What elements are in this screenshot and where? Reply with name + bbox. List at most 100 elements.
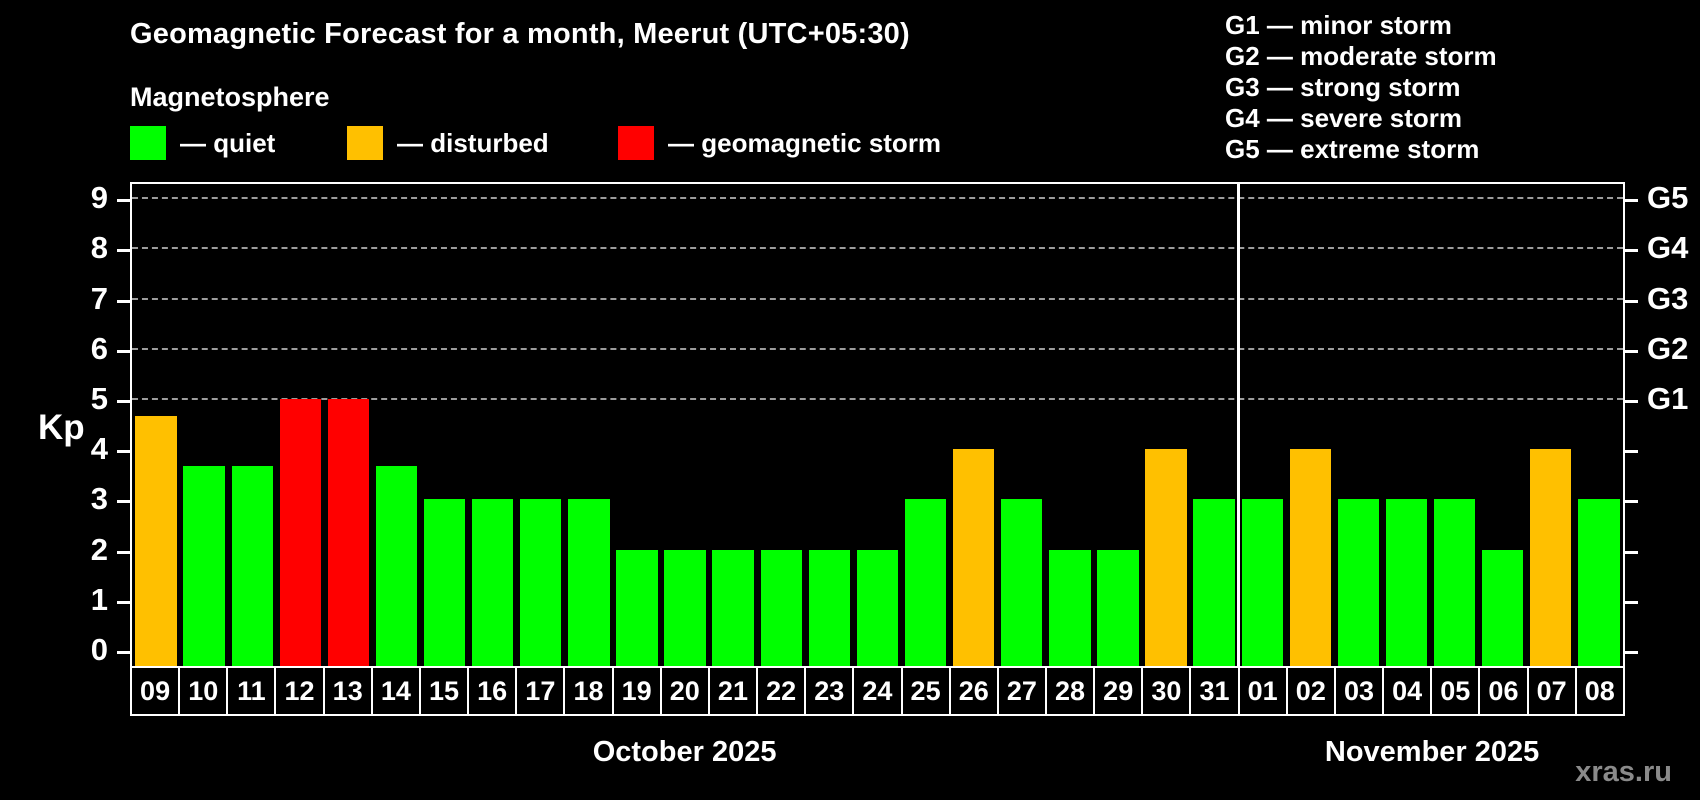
day-label-19: 19 (611, 666, 662, 716)
kp-bar-day-13 (327, 399, 370, 666)
bar-slot (950, 184, 998, 666)
left-tick-kp-9 (117, 199, 130, 203)
kp-bar-day-11 (231, 465, 273, 666)
y-axis-left: 0 1 2 3 4 5 6 7 8 9 (0, 180, 130, 668)
y-tick-label-7: 7 (90, 280, 108, 316)
kp-bar-day-06 (1481, 549, 1524, 666)
month-label: October 2025 (592, 736, 777, 768)
kp-bar-day-01 (1241, 499, 1283, 666)
month-label: November 2025 (1324, 736, 1540, 768)
kp-bar-day-04 (1385, 499, 1428, 666)
g-legend-line-g3: G3 — strong storm (1225, 72, 1461, 102)
day-label-15: 15 (418, 666, 470, 716)
day-label-28: 28 (1044, 666, 1096, 716)
day-label-04: 04 (1382, 666, 1433, 716)
gridline-kp-9 (132, 197, 1623, 200)
right-tick-kp-8 (1625, 249, 1638, 253)
kp-bar-day-21 (712, 549, 754, 666)
day-label-27: 27 (996, 666, 1047, 716)
kp-bar-day-10 (183, 465, 225, 666)
storm-color-swatch (618, 126, 654, 160)
legend-label-quiet: — quiet (180, 127, 276, 158)
gridline-kp-8 (132, 247, 1623, 250)
kp-bar-day-17 (520, 499, 562, 666)
bar-slot (1286, 184, 1334, 666)
bar-slot (757, 184, 805, 666)
day-label-16: 16 (467, 666, 518, 716)
legend-label-storm: — geomagnetic storm (668, 127, 942, 158)
left-tick-kp-1 (117, 600, 130, 604)
day-label-06: 06 (1478, 666, 1529, 716)
y-tick-label-2: 2 (90, 531, 108, 567)
left-tick-kp-8 (117, 249, 130, 253)
kp-bar-day-29 (1097, 549, 1139, 666)
bar-slot (902, 184, 950, 666)
x-axis-day-labels: 09 10 11 12 13 14 15 16 17 18 19 20 21 22 23 24 25 26 27 28… (130, 666, 1625, 716)
bar-slot (132, 184, 180, 666)
disturbed-color-swatch (347, 126, 383, 160)
bar-slot (180, 184, 228, 666)
bar-slot (1575, 184, 1623, 666)
day-label-20: 20 (659, 666, 710, 716)
right-tick-kp-0 (1625, 651, 1638, 654)
bar-slot (324, 184, 372, 666)
day-label-31: 31 (1189, 666, 1240, 716)
bar-slot (1094, 184, 1142, 666)
right-tick-kp-2 (1625, 550, 1638, 554)
plot-area (130, 182, 1625, 668)
g-axis-label-g3: G3 (1647, 280, 1689, 316)
day-label-22: 22 (756, 666, 807, 716)
bar-slot (228, 184, 276, 666)
left-tick-kp-7 (117, 299, 130, 303)
bar-slot (1382, 184, 1430, 666)
bar-slot (565, 184, 613, 666)
bar-slot (805, 184, 853, 666)
bar-slot (998, 184, 1046, 666)
g-legend-line-g5: G5 — extreme storm (1225, 134, 1480, 164)
y-tick-label-9: 9 (90, 180, 108, 216)
right-tick-kp-3 (1625, 500, 1638, 504)
bar-slot (661, 184, 709, 666)
left-tick-kp-4 (117, 450, 130, 454)
y-tick-label-6: 6 (90, 330, 108, 366)
left-tick-kp-6 (117, 349, 130, 353)
kp-bar-day-08 (1578, 499, 1620, 666)
quiet-color-swatch (130, 126, 166, 160)
kp-bar-day-22 (760, 549, 802, 666)
bar-slot (1527, 184, 1575, 666)
bar-slot (1190, 184, 1238, 666)
g-legend-line-g2: G2 — moderate storm (1225, 41, 1497, 71)
kp-bar-day-23 (808, 549, 851, 666)
kp-bar-day-14 (375, 465, 418, 666)
day-label-17: 17 (515, 666, 566, 716)
kp-bar-day-18 (568, 499, 610, 666)
day-label-02: 02 (1285, 666, 1336, 716)
legend-item-disturbed: — disturbed (347, 126, 549, 160)
y-tick-label-0: 0 (90, 632, 108, 667)
kp-bar-day-24 (856, 549, 899, 666)
right-tick-kp-1 (1625, 600, 1638, 604)
g-legend-line-g1: G1 — minor storm (1225, 10, 1452, 40)
g-legend-line-g4: G4 — severe storm (1225, 103, 1463, 133)
day-label-13: 13 (322, 666, 373, 716)
day-label-09: 09 (130, 666, 181, 716)
g-axis-label-g5: G5 (1647, 180, 1689, 216)
kp-bar-day-31 (1193, 499, 1235, 666)
page-title: Geomagnetic Forecast for a month, Meerut… (130, 18, 910, 50)
right-tick-kp-5 (1625, 400, 1638, 403)
day-label-03: 03 (1333, 666, 1385, 716)
kp-bar-day-16 (472, 499, 514, 666)
status-legend: — quiet — disturbed — geomagnetic storm (130, 126, 1030, 166)
day-label-23: 23 (804, 666, 855, 716)
bar-slot (1334, 184, 1382, 666)
legend-item-storm: — geomagnetic storm (618, 126, 941, 160)
day-label-12: 12 (274, 666, 325, 716)
day-label-30: 30 (1141, 666, 1192, 716)
y-tick-label-3: 3 (90, 481, 108, 517)
y-axis-title: Kp (38, 408, 85, 447)
kp-bar-day-05 (1433, 499, 1476, 666)
bar-slot (1479, 184, 1527, 666)
left-tick-kp-2 (117, 550, 130, 554)
gridline-kp-5 (132, 398, 1623, 400)
kp-bar-day-03 (1337, 499, 1380, 666)
